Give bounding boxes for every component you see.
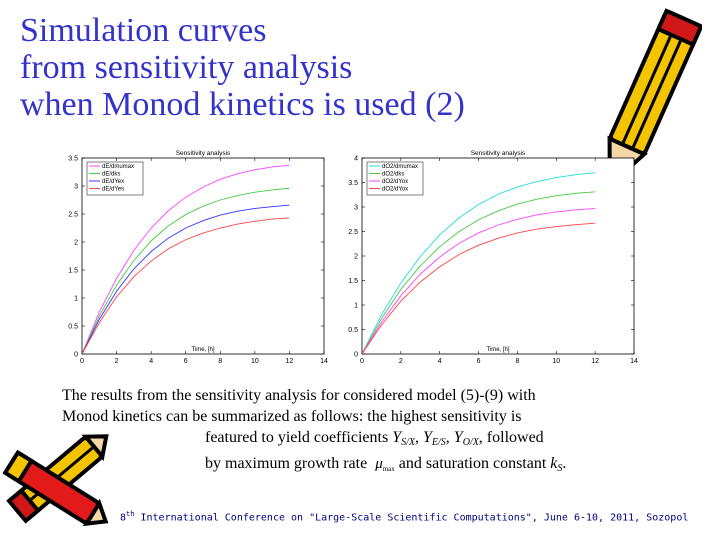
footer-ordinal-suffix: th <box>126 510 135 518</box>
summary-line-4: by maximum growth rate μmax and saturation… <box>62 453 662 480</box>
x-tick-label: 12 <box>286 358 294 365</box>
y-tick-label: 2 <box>354 254 358 261</box>
mu-symbol: μ <box>375 456 383 472</box>
legend-label: dO2/dYox <box>382 187 408 193</box>
y-tick-label: 0 <box>74 352 78 359</box>
x-tick-label: 8 <box>218 358 222 365</box>
sensitivity-chart-o2: Sensitivity analysis 0 2 4 6 8 10 12 14 0 0.5 1 1.5 2… <box>348 150 638 365</box>
series-line <box>362 222 596 354</box>
title-line: from sensitivity analysis <box>20 49 353 86</box>
legend-label: dE/dYes <box>102 187 124 193</box>
x-tick-label: 14 <box>320 358 328 365</box>
y-tick-label: 1 <box>74 296 78 303</box>
summary-line-4-prefix: by maximum growth rate <box>205 455 368 472</box>
x-tick-label: 4 <box>438 358 442 365</box>
footer-text: International Conference on "Large-Scale… <box>134 512 689 524</box>
summary-line-3: featured to yield coefficients YS/X, YE/… <box>205 429 544 448</box>
legend-label: dO2/dks <box>382 172 404 178</box>
x-tick-label: 14 <box>630 358 638 365</box>
x-tick-label: 10 <box>251 358 259 365</box>
x-tick-label: 2 <box>115 358 119 365</box>
footer-ordinal: 8 <box>120 512 127 524</box>
x-tick-label: 0 <box>360 358 364 365</box>
y-tick-label: 2.5 <box>68 212 78 219</box>
summary-line-4-end: . <box>562 455 567 472</box>
series-line <box>362 208 596 354</box>
x-tick-label: 0 <box>80 358 84 365</box>
yield-coefficient-ysx-sub: S/X <box>401 437 415 448</box>
yield-coefficient-yox-sub: O/X <box>462 437 479 448</box>
saturation-constant-ks-sub: S <box>557 463 563 474</box>
pencil-icon <box>607 8 702 190</box>
mu-sub: max <box>382 465 395 473</box>
x-axis-label: Time, [h] <box>191 347 214 353</box>
title-line: when Monod kinetics is used (2) <box>20 86 465 123</box>
y-tick-label: 4 <box>354 156 358 163</box>
legend-box <box>366 161 424 196</box>
series-line <box>82 187 290 354</box>
y-tick-label: 1 <box>354 303 358 310</box>
series-line <box>82 204 290 354</box>
y-tick-label: 3 <box>74 184 78 191</box>
slide-title: Simulation curves from sensitivity analy… <box>20 12 580 123</box>
legend-label: dE/dYex <box>102 179 124 185</box>
x-tick-label: 2 <box>399 358 403 365</box>
x-tick-label: 6 <box>184 358 188 365</box>
y-tick-label: 0.5 <box>68 324 78 331</box>
x-tick-label: 6 <box>477 358 481 365</box>
title-line: Simulation curves <box>20 12 267 49</box>
legend-label: dO2/dYox <box>382 179 408 185</box>
y-tick-label: 3.5 <box>68 156 78 163</box>
pencils-icon <box>2 434 109 527</box>
x-tick-label: 8 <box>515 358 519 365</box>
yield-coefficient-ysx: Y <box>392 429 402 446</box>
series-line <box>362 191 596 354</box>
y-tick-label: 2 <box>74 240 78 247</box>
x-axis-label: Time, [h] <box>486 347 509 353</box>
chart-title: Sensitivity analysis <box>176 150 231 157</box>
y-tick-label: 1.5 <box>68 268 78 275</box>
y-tick-label: 0 <box>354 352 358 359</box>
x-tick-label: 4 <box>149 358 153 365</box>
summary-line-3-prefix: featured to yield coefficients <box>205 429 393 446</box>
series-line <box>82 164 290 354</box>
summary-line-1: The results from the sensitivity analysi… <box>62 387 536 404</box>
mu-max-symbol: μmax <box>375 456 395 473</box>
y-tick-label: 1.5 <box>348 278 358 285</box>
yield-coefficient-yes-sub: E/S <box>431 437 446 448</box>
y-tick-label: 0.5 <box>348 327 358 334</box>
legend-label: dO2/dmumax <box>382 164 418 170</box>
yield-coefficient-yox: Y <box>453 429 463 446</box>
legend-label: dE/dmumax <box>102 164 134 170</box>
x-tick-label: 10 <box>552 358 560 365</box>
series-line <box>362 172 596 354</box>
saturation-constant-ks: k <box>550 455 558 472</box>
legend-box <box>86 161 144 196</box>
chart-title: Sensitivity analysis <box>471 150 526 157</box>
series-line <box>82 217 290 354</box>
y-tick-label: 2.5 <box>348 229 358 236</box>
summary-line-2: Monod kinetics can be summarized as foll… <box>62 408 522 425</box>
summary-line-4-mid: and saturation constant <box>398 455 551 472</box>
y-tick-label: 3.5 <box>348 180 358 187</box>
sensitivity-chart-e: Sensitivity analysis 0 2 4 6 8 10 12 14 0 0.5 1 1.5 2… <box>68 150 328 365</box>
summary-line-3-suffix: followed <box>482 429 544 446</box>
y-tick-label: 3 <box>354 205 358 212</box>
summary-text: The results from the sensitivity analysi… <box>62 385 662 480</box>
legend-label: dE/dks <box>102 172 120 178</box>
footer-conference: 8th International Conference on "Large-S… <box>120 510 688 523</box>
x-tick-label: 12 <box>591 358 599 365</box>
yield-coefficient-yes: Y <box>422 429 432 446</box>
